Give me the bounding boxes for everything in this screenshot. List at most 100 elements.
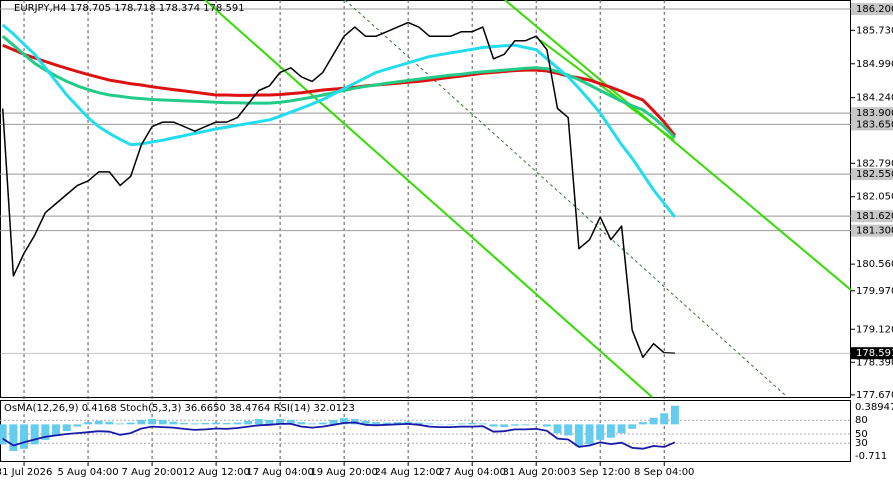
level-box xyxy=(851,118,893,131)
osma-bar xyxy=(254,418,263,425)
y2-tick-label: 80 xyxy=(855,415,868,426)
trend-line xyxy=(344,0,786,396)
osma-bar xyxy=(318,422,327,425)
osma-bar xyxy=(9,424,18,452)
osma-bar xyxy=(308,423,317,425)
osma-bar xyxy=(478,423,487,425)
chart-title: EURJPY,H4 178.705 178.718 178.374 178.59… xyxy=(14,3,245,14)
osma-bar xyxy=(94,420,103,425)
osma-bar xyxy=(265,419,274,425)
level-box xyxy=(851,210,893,223)
x-tick-label: 5 Aug 04:00 xyxy=(58,467,119,478)
osma-bar xyxy=(180,423,189,425)
osma-bar xyxy=(670,405,679,425)
osma-axis-label: 0.38947 xyxy=(855,402,893,413)
osma-bar xyxy=(297,422,306,425)
x-tick-label: 24 Aug 12:00 xyxy=(374,467,441,478)
osma-bar xyxy=(52,424,61,436)
series-line xyxy=(2,421,676,450)
x-tick-label: 3 Sep 12:00 xyxy=(570,467,630,478)
osma-bar xyxy=(62,424,71,432)
osma-bar xyxy=(244,420,253,425)
level-label: 183.650 xyxy=(856,119,893,130)
osma-bar xyxy=(468,423,477,425)
osma-bar xyxy=(457,423,466,425)
y-tick-label: 184.990 xyxy=(856,59,893,70)
osma-bar xyxy=(20,424,29,449)
osma-bar xyxy=(116,423,125,425)
osma-bar xyxy=(542,424,551,427)
series-line xyxy=(1,21,675,359)
osma-bar xyxy=(564,424,573,436)
trend-line xyxy=(204,0,653,398)
y-tick-label: 184.240 xyxy=(856,93,893,104)
osma-bar xyxy=(329,419,338,425)
level-label: 183.900 xyxy=(856,108,893,119)
level-box xyxy=(851,224,893,237)
osma-bar xyxy=(532,424,541,425)
osma-bar xyxy=(169,421,178,425)
osma-bar xyxy=(0,424,7,445)
y-tick-label: 178.390 xyxy=(856,357,893,368)
x-tick-label: 12 Aug 12:00 xyxy=(182,467,249,478)
osma-bar xyxy=(340,418,349,425)
osma-bar xyxy=(372,422,381,425)
osma-bar xyxy=(606,424,615,438)
level-label: 181.300 xyxy=(856,226,893,237)
trend-line xyxy=(504,0,852,291)
osma-bar xyxy=(446,424,455,425)
x-tick-label: 19 Aug 20:00 xyxy=(310,467,377,478)
osma-bar xyxy=(382,422,391,425)
last-price-label: 178.591 xyxy=(856,348,893,359)
level-label: 186.200 xyxy=(856,4,893,15)
osma-bar xyxy=(393,422,402,425)
osma-bar xyxy=(158,419,167,425)
osma-bar xyxy=(233,422,242,425)
level-label: 182.550 xyxy=(856,169,893,180)
osma-bar xyxy=(553,424,562,434)
y2-tick-label: 30 xyxy=(855,438,868,449)
osma-bar xyxy=(361,420,370,425)
osma-bar xyxy=(628,424,637,429)
trend-line xyxy=(539,39,675,141)
y-tick-label: 182.050 xyxy=(856,192,893,203)
osma-bar xyxy=(489,424,498,427)
osma-bar xyxy=(190,423,199,425)
x-tick-label: 31 Aug 20:00 xyxy=(502,467,569,478)
x-tick-label: 27 Aug 04:00 xyxy=(438,467,505,478)
osma-bar xyxy=(436,423,445,425)
osma-bar xyxy=(222,423,231,425)
y-tick-label: 185.730 xyxy=(856,25,893,36)
osma-bar xyxy=(105,421,114,425)
osma-bar xyxy=(84,422,93,425)
x-tick-label: 7 Aug 20:00 xyxy=(122,467,183,478)
osma-bar xyxy=(596,424,605,440)
osma-bar xyxy=(500,424,509,428)
osma-bar xyxy=(126,422,135,425)
osma-bar xyxy=(617,424,626,434)
grid xyxy=(0,0,851,462)
indicator-title: OsMA(12,26,9) 0.4168 Stoch(5,3,3) 36.665… xyxy=(4,403,355,414)
level-box xyxy=(851,168,893,181)
osma-bar xyxy=(212,422,221,425)
osma-bar xyxy=(201,423,210,425)
y-tick-label: 182.790 xyxy=(856,158,893,169)
osma-bar xyxy=(148,418,157,425)
osma-bar xyxy=(574,424,583,447)
osma-bar xyxy=(286,419,295,425)
series-line xyxy=(1,23,677,219)
osma-bar xyxy=(137,419,146,425)
osma-bar xyxy=(73,424,82,427)
main-panel xyxy=(0,0,851,398)
level-label: 181.620 xyxy=(856,211,893,222)
osma-bar xyxy=(638,422,647,425)
osma-bar xyxy=(510,424,519,426)
osma-bar xyxy=(660,413,669,425)
osma-bar xyxy=(521,424,530,426)
y-tick-label: 179.120 xyxy=(856,324,893,335)
osma-bar xyxy=(585,424,594,445)
osma-bar xyxy=(30,424,39,445)
level-box xyxy=(851,107,893,120)
y-tick-label: 180.560 xyxy=(856,259,893,270)
